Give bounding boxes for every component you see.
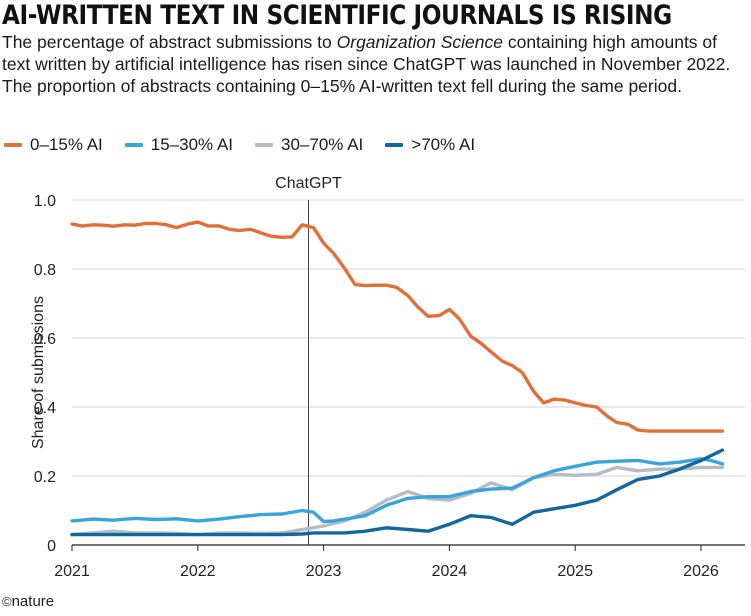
series-line-1 (70, 220, 725, 433)
series-line-2 (70, 457, 725, 524)
legend-swatch (385, 143, 404, 147)
legend-swatch (4, 143, 22, 147)
x-tick-label: 2022 (180, 563, 216, 580)
legend-item: 30–70% AI (255, 135, 363, 155)
x-tick-label: 2023 (306, 563, 342, 580)
legend-label: 0–15% AI (30, 135, 103, 154)
subtitle-text-b: containing high amounts of text written … (2, 32, 731, 96)
chart-legend: 0–15% AI 15–30% AI 30–70% AI >70% AI (4, 135, 475, 155)
y-tick-label: 0.4 (34, 400, 56, 417)
y-tick-label: 1.0 (34, 193, 56, 210)
legend-label: >70% AI (411, 135, 476, 154)
y-axis-label: Share of submissions (30, 296, 47, 449)
subtitle-text-a: The percentage of abstract submissions t… (2, 32, 337, 52)
legend-swatch (124, 143, 143, 147)
x-tick-label: 2025 (557, 563, 593, 580)
legend-item: 15–30% AI (124, 135, 234, 155)
legend-label: 30–70% AI (281, 135, 364, 154)
legend-item: >70% AI (385, 135, 475, 155)
footer: ©nature (2, 593, 54, 610)
chart-title: AI-WRITTEN TEXT IN SCIENTIFIC JOURNALS I… (2, 0, 672, 31)
chart-subtitle: The percentage of abstract submissions t… (2, 31, 742, 97)
y-tick-label: 0.6 (34, 331, 56, 348)
legend-label: 15–30% AI (150, 135, 234, 154)
legend-swatch (255, 143, 274, 147)
annotation-label: ChatGPT (275, 175, 342, 192)
line-chart: 0 0.2 0.4 0.6 0.8 1.0 2021 2022 2023 2024 2025 2026… (30, 175, 745, 580)
x-tick-label: 2021 (54, 563, 90, 580)
y-tick-label: 0.2 (34, 469, 56, 486)
series-line-4 (70, 448, 725, 537)
nature-logo: nature (11, 593, 55, 610)
legend-item: 0–15% AI (4, 135, 103, 155)
x-tick-label: 2026 (683, 563, 719, 580)
x-tick-label: 2024 (432, 563, 468, 580)
copyright-mark: © (2, 594, 12, 609)
y-tick-label: 0 (47, 538, 56, 555)
subtitle-journal-name: Organization Science (336, 32, 503, 52)
y-tick-label: 0.8 (34, 262, 56, 279)
